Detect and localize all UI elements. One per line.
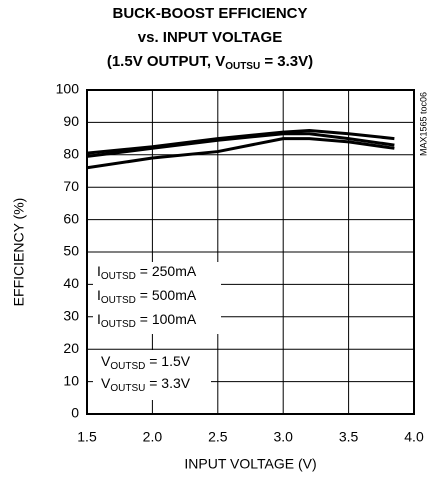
series-line <box>86 129 395 155</box>
label-sub: OUTSD <box>101 295 136 306</box>
label-part: V <box>101 353 111 369</box>
label-part: = 500mA <box>136 287 197 303</box>
label-sub: OUTSU <box>225 61 260 72</box>
label: VOUTSD = 1.5V <box>101 353 191 372</box>
label-sub: OUTSU <box>110 383 145 394</box>
label-part: = 1.5V <box>145 353 190 369</box>
y-tick-label: 60 <box>63 210 79 226</box>
y-tick-label: 40 <box>63 275 79 291</box>
x-tick-label: 2.5 <box>208 429 228 445</box>
x-axis-label: INPUT VOLTAGE (V) <box>184 456 316 472</box>
y-tick-label: 70 <box>63 178 79 194</box>
label: VOUTSU = 3.3V <box>101 375 191 394</box>
label: (1.5V OUTPUT, VOUTSU = 3.3V) <box>107 53 313 72</box>
label-part: I <box>97 263 101 279</box>
side-note: MAX1565 toc06 <box>418 92 428 156</box>
chart-title: BUCK-BOOST EFFICIENCY <box>113 5 308 22</box>
y-tick-label: 10 <box>63 372 79 388</box>
x-tick-label: 1.5 <box>77 429 97 445</box>
label-part: = 250mA <box>136 263 197 279</box>
y-tick-label: 90 <box>63 113 79 129</box>
label-sub: OUTSD <box>101 319 136 330</box>
x-tick-label: 3.0 <box>273 429 293 445</box>
label: IOUTSD = 100mA <box>97 311 197 330</box>
label-part: = 3.3V) <box>260 53 313 70</box>
plot-frame <box>86 89 415 415</box>
x-tick-label: 4.0 <box>404 429 424 445</box>
y-tick-label: 80 <box>63 146 79 162</box>
annotation-box <box>93 350 211 400</box>
y-axis-label: EFFICIENCY (%) <box>11 198 27 307</box>
label-part: I <box>97 287 101 303</box>
x-tick-label: 2.0 <box>143 429 163 445</box>
x-tick-label: 3.5 <box>339 429 359 445</box>
label-sub: OUTSD <box>101 271 136 282</box>
y-tick-label: 20 <box>63 340 79 356</box>
label-sub: OUTSD <box>110 361 145 372</box>
label: IOUTSD = 250mA <box>97 263 197 282</box>
y-tick-label: 50 <box>63 243 79 259</box>
legend-box <box>93 262 221 334</box>
y-tick-label: 0 <box>71 405 79 421</box>
label-part: I <box>97 311 101 327</box>
label-part: = 100mA <box>136 311 197 327</box>
series-line <box>86 137 395 170</box>
label-part: (1.5V OUTPUT, V <box>107 53 225 70</box>
chart-title: vs. INPUT VOLTAGE <box>138 29 282 46</box>
y-tick-label: 100 <box>56 81 80 97</box>
series-line <box>86 132 395 158</box>
y-tick-label: 30 <box>63 308 79 324</box>
label-part: V <box>101 375 111 391</box>
label-part: = 3.3V <box>145 375 190 391</box>
label: IOUTSD = 500mA <box>97 287 197 306</box>
